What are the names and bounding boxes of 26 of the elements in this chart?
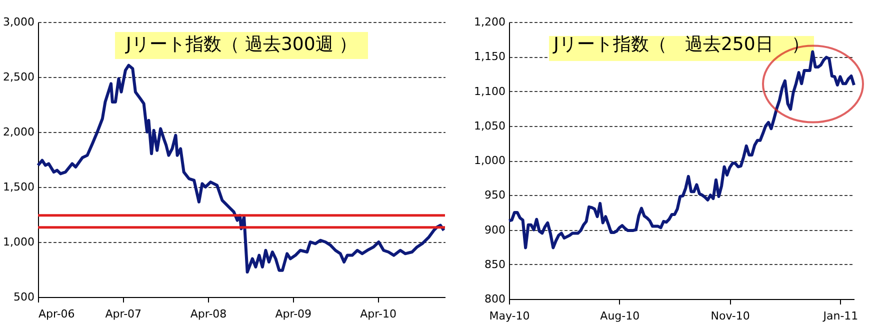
y-tick-label: 1,000	[3, 236, 34, 248]
x-tick-label: Aug-10	[600, 310, 640, 322]
y-tick-label: 3,000	[3, 16, 34, 28]
x-tick-label: Apr-08	[190, 308, 227, 320]
x-tick-label: Apr-09	[275, 308, 312, 320]
line-series	[36, 64, 446, 274]
text: Jリート指数（ 過去300週 ）	[124, 34, 358, 55]
y-tick-label: 900	[484, 223, 506, 236]
x-tick-label: May-10	[489, 310, 530, 322]
x-tick-label: Nov-10	[710, 310, 750, 322]
y-tick-label: 800	[484, 292, 506, 306]
y-tick-label: 1,150	[474, 50, 506, 64]
y-tick-label: 850	[484, 258, 506, 271]
y-tick-label: 1,200	[474, 16, 506, 28]
y-tick-label: 2,000	[3, 126, 34, 138]
y-tick-label: 950	[484, 188, 506, 202]
x-tick-label: Apr-06	[38, 308, 75, 320]
y-tick-label: 1,500	[3, 180, 34, 194]
y-tick-label: 1,100	[474, 84, 506, 98]
x-tick-label: Jan-11	[822, 310, 858, 322]
x-tick-label: Apr-10	[360, 308, 396, 320]
x-tick-label: Apr-07	[105, 308, 142, 320]
y-tick-label: 2,500	[3, 70, 34, 84]
y-tick-label: 500	[14, 290, 34, 304]
y-tick-label: 1,050	[474, 119, 506, 132]
y-tick-label: 1,000	[474, 154, 506, 167]
